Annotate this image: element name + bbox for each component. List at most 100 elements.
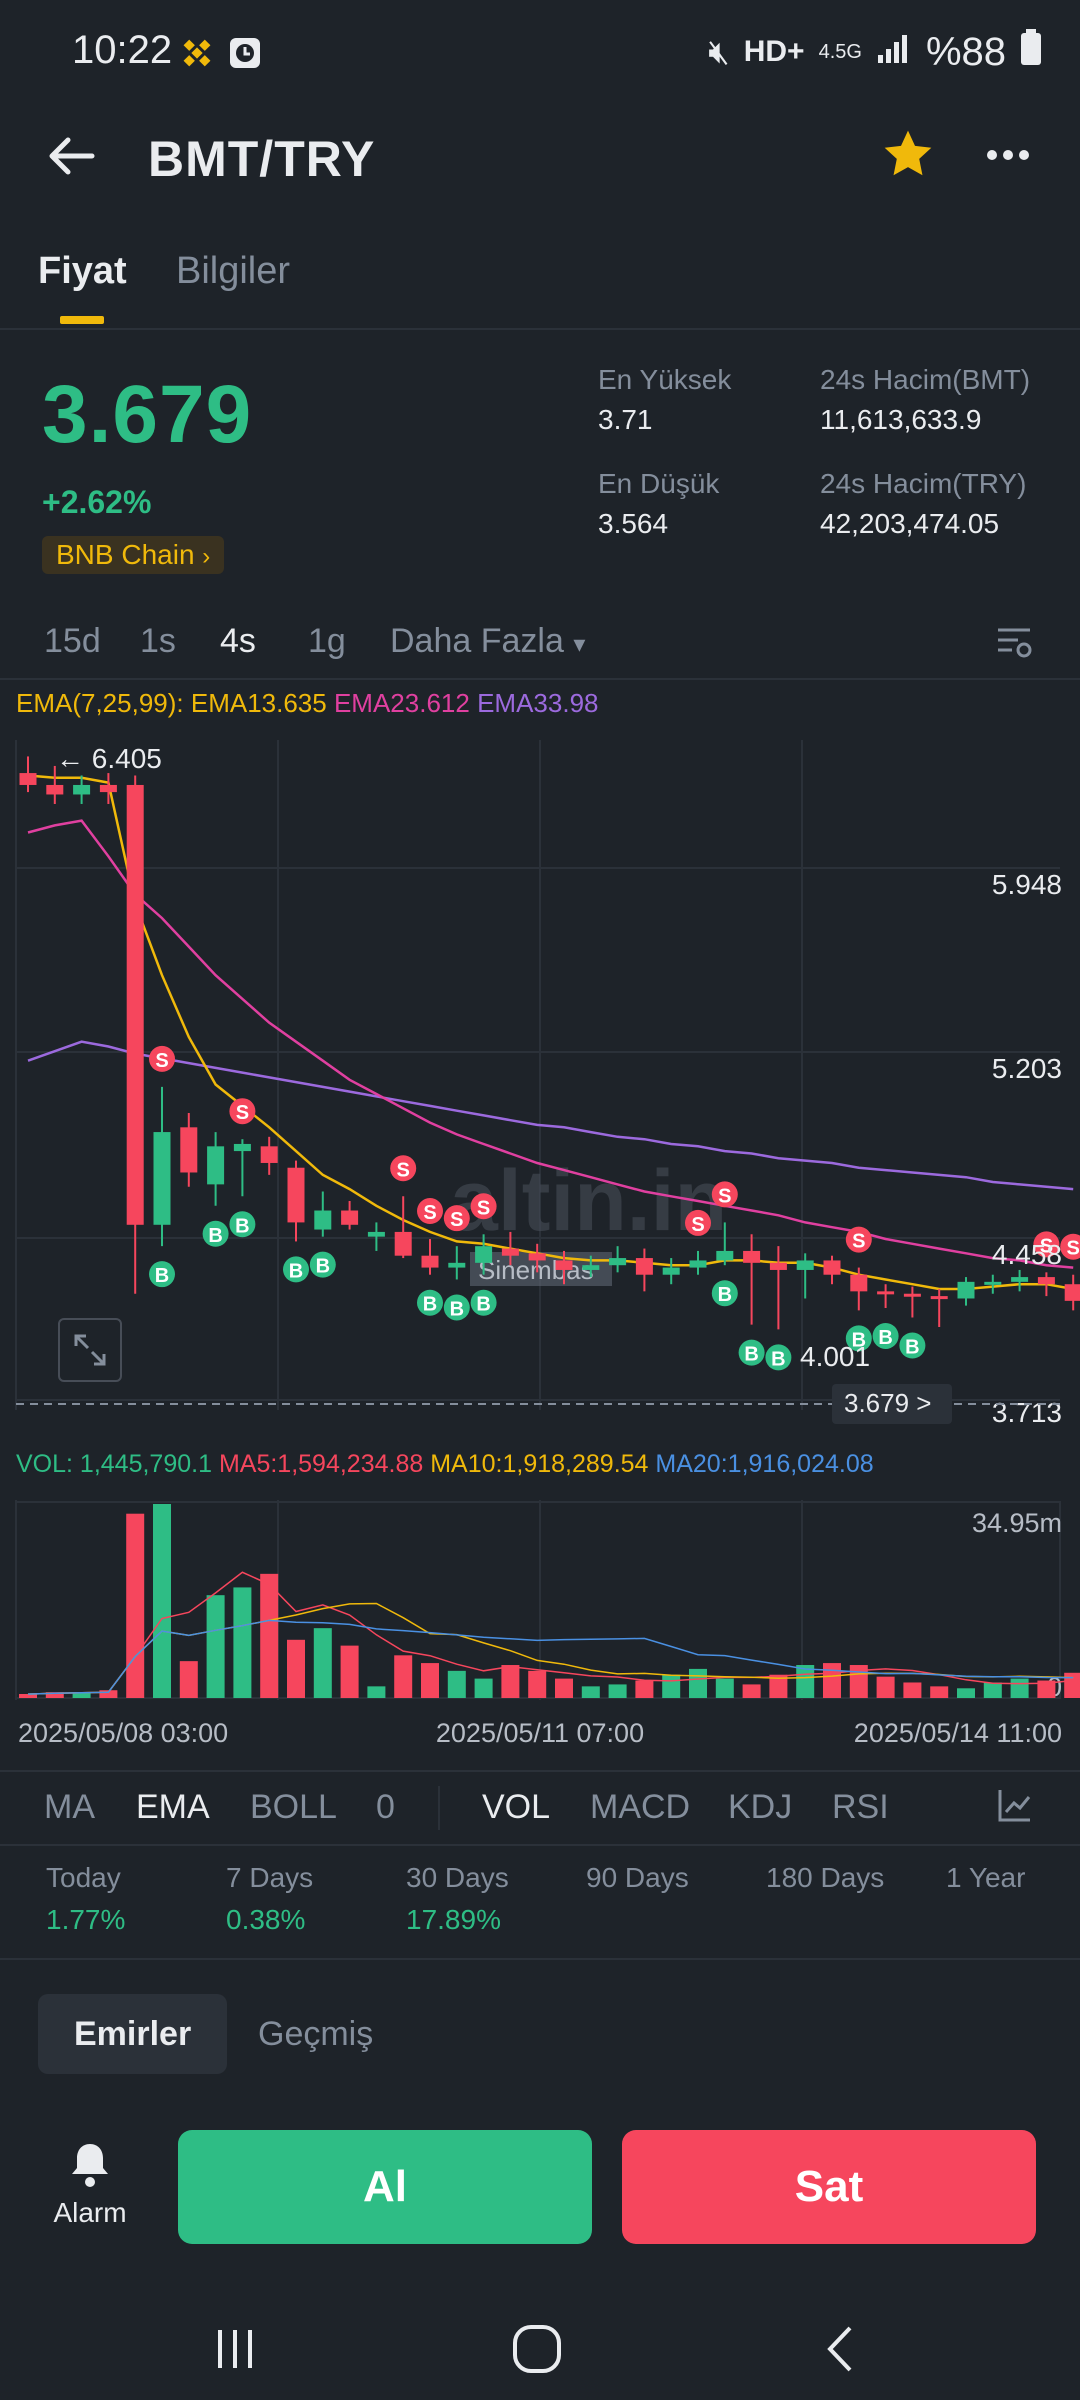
- perf-value: 17.89%: [406, 1904, 501, 1935]
- candle-body: [1037, 1277, 1055, 1285]
- candle: [394, 1196, 412, 1259]
- expand-icon: [74, 1334, 106, 1366]
- candle: [635, 1248, 653, 1292]
- interval-1g[interactable]: 1g: [308, 622, 346, 660]
- buy-button[interactable]: Al: [178, 2130, 592, 2244]
- perf-label: 30 Days: [406, 1862, 509, 1893]
- indicator-macd[interactable]: MACD: [590, 1788, 691, 1826]
- signal-icon: [876, 30, 912, 75]
- candle: [555, 1250, 573, 1285]
- interval-4s[interactable]: 4s: [220, 622, 256, 660]
- candle-body: [528, 1253, 546, 1261]
- sell-marker: S: [711, 1181, 738, 1208]
- sell-marker-label: S: [1067, 1238, 1080, 1260]
- chart-settings-button[interactable]: [994, 622, 1034, 667]
- candle: [769, 1246, 787, 1330]
- candle: [99, 773, 117, 804]
- low-value: 3.564: [598, 508, 669, 539]
- volume-bar: [528, 1670, 547, 1698]
- chain-badge[interactable]: BNB Chain ›: [42, 536, 225, 574]
- candle: [367, 1222, 385, 1251]
- perf-today: Today 1.77%: [46, 1862, 206, 1936]
- more-menu-button[interactable]: [984, 140, 1032, 175]
- interval-1s[interactable]: 1s: [140, 622, 176, 660]
- back-button[interactable]: [44, 128, 100, 189]
- system-back-button[interactable]: [820, 2324, 860, 2379]
- price-axis-label: 3.713: [992, 1397, 1062, 1428]
- buy-marker: B: [202, 1220, 229, 1247]
- ma5-volume-line: [27, 1571, 1074, 1695]
- current-price-tag-bg: [832, 1384, 952, 1424]
- tab-history[interactable]: Geçmiş: [258, 2015, 374, 2053]
- sell-marker-bg: [443, 1205, 470, 1232]
- fullscreen-button[interactable]: [58, 1318, 122, 1382]
- buy-marker-label: B: [316, 1256, 330, 1278]
- indicator-zero[interactable]: 0: [376, 1788, 395, 1826]
- candle: [957, 1277, 975, 1306]
- indicator-rsi[interactable]: RSI: [832, 1788, 889, 1826]
- candle-body: [341, 1210, 359, 1225]
- chart-settings-icon: [998, 628, 1032, 658]
- indicator-settings-button[interactable]: [996, 1786, 1034, 1829]
- candle-body: [421, 1255, 439, 1268]
- interval-more-label: Daha Fazla: [390, 622, 564, 660]
- candle-body: [957, 1281, 975, 1299]
- candle-body: [850, 1274, 868, 1292]
- buy-marker-bg: [309, 1251, 336, 1278]
- sell-marker-label: S: [236, 1102, 249, 1124]
- buy-marker-bg: [711, 1280, 738, 1307]
- buy-marker: B: [845, 1325, 872, 1352]
- volume-frame: [15, 1501, 1061, 1699]
- indicator-vol[interactable]: VOL: [482, 1788, 551, 1826]
- volume-bar: [796, 1665, 815, 1698]
- candle-body: [448, 1262, 466, 1268]
- candle: [314, 1191, 332, 1237]
- volume-bar: [72, 1692, 91, 1698]
- price-axis-label: 5.948: [992, 869, 1062, 900]
- interval-more[interactable]: Daha Fazla ▾: [390, 622, 585, 661]
- buy-marker-bg: [872, 1322, 899, 1349]
- candle-body: [99, 784, 117, 793]
- tab-fiyat[interactable]: Fiyat: [38, 250, 127, 292]
- volume-bar: [126, 1513, 145, 1698]
- buy-marker: B: [765, 1344, 792, 1371]
- volume-bar: [394, 1655, 413, 1698]
- volume-bar: [957, 1688, 975, 1698]
- interval-15d[interactable]: 15d: [44, 622, 101, 660]
- candle-body: [287, 1167, 305, 1223]
- volume-bar: [340, 1645, 359, 1698]
- buy-marker: B: [229, 1211, 256, 1238]
- sell-marker: S: [417, 1198, 443, 1225]
- candle-body: [153, 1132, 171, 1225]
- status-bar: 10:22 🔇︎ HD+ 4.5G %88: [0, 0, 1080, 108]
- ema-legend: EMA(7,25,99): EMA13.635 EMA23.612 EMA33.…: [16, 688, 598, 719]
- candle-body: [207, 1146, 225, 1185]
- home-button[interactable]: [510, 2322, 564, 2381]
- indicator-ema[interactable]: EMA: [136, 1788, 210, 1826]
- buy-marker: B: [149, 1261, 175, 1288]
- status-indicators: 🔇︎ HD+ 4.5G %88: [708, 28, 1042, 76]
- candle-body: [19, 773, 37, 785]
- buy-marker-label: B: [852, 1329, 866, 1351]
- buy-marker: B: [872, 1322, 899, 1349]
- low-label: En Düşük: [598, 468, 720, 499]
- candle: [984, 1274, 1002, 1294]
- candle: [421, 1239, 439, 1275]
- tab-orders[interactable]: Emirler: [38, 1994, 228, 2074]
- sell-button[interactable]: Sat: [622, 2130, 1036, 2244]
- indicator-boll[interactable]: BOLL: [250, 1788, 337, 1826]
- low-price-marker: 4.001: [800, 1341, 870, 1372]
- candle-body: [716, 1250, 734, 1261]
- favorite-button[interactable]: [880, 126, 936, 187]
- back-arrow-icon: [49, 137, 95, 175]
- candle: [609, 1246, 627, 1273]
- alarm-button[interactable]: Alarm: [40, 2140, 140, 2229]
- tab-bilgiler[interactable]: Bilgiler: [176, 250, 291, 292]
- buy-marker-label: B: [905, 1337, 919, 1359]
- candle: [1011, 1269, 1029, 1292]
- sell-marker-bg: [845, 1226, 872, 1253]
- recent-apps-button[interactable]: [210, 2324, 260, 2379]
- indicator-kdj[interactable]: KDJ: [728, 1788, 793, 1826]
- indicator-ma[interactable]: MA: [44, 1788, 95, 1826]
